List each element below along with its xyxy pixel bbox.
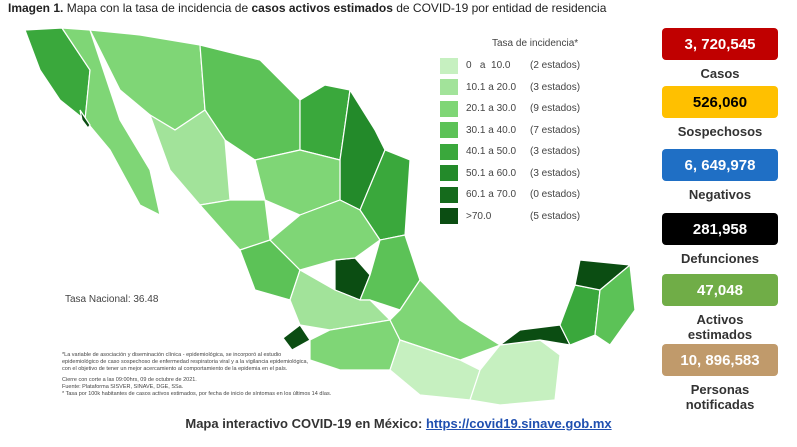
legend: Tasa de incidencia* 0 a 10.0 (2 estados) 1… [440, 38, 580, 227]
box-label: Sospechosos [650, 124, 790, 139]
legend-swatch [440, 57, 458, 74]
box-label-line: Activos [696, 312, 744, 327]
note-line: * Tasa por 100k habitantes de casos acti… [62, 391, 332, 397]
legend-count: (7 estados) [530, 124, 581, 136]
footer-link[interactable]: https://covid19.sinave.gob.mx [425, 416, 612, 431]
box-label: Activos estimados [650, 312, 790, 342]
legend-count: (2 estados) [530, 60, 581, 72]
box-label-line: Negativos [688, 187, 752, 202]
box-label: Negativos [650, 187, 790, 202]
note-line: con el objetivo de tener un mejor acerca… [62, 366, 288, 372]
box-value: 10, 896,583 [662, 344, 778, 376]
legend-range: 20.1 a 30.0 [466, 103, 517, 115]
legend-count: (3 estados) [530, 167, 581, 179]
legend-count: (3 estados) [530, 146, 581, 158]
legend-range: >70.0 [466, 210, 492, 222]
box-label-line: notificadas [685, 397, 755, 412]
legend-count: (9 estados) [530, 103, 581, 115]
legend-swatch [440, 208, 458, 225]
notes: *La variable de asociación y diseminació… [62, 352, 331, 398]
legend-title: Tasa de incidencia* [492, 38, 579, 49]
title: Imagen 1. Mapa con la tasa de incidencia… [8, 1, 606, 15]
box-label-line: estimados [687, 327, 753, 342]
legend-swatch [440, 79, 458, 96]
box-value: 3, 720,545 [662, 28, 778, 60]
box-label: Personas notificadas [650, 382, 790, 412]
legend-swatch [440, 186, 458, 203]
map: Tasa Nacional: 36.48 [24, 27, 636, 406]
legend-range: 60.1 a 70.0 [466, 189, 517, 201]
legend-range: 40.1 a 50.0 [466, 146, 517, 158]
box-label-line: Personas [690, 382, 750, 397]
box-value: 6, 649,978 [662, 149, 778, 181]
legend-row: >70.0 (5 estados) [440, 206, 580, 228]
footer: Mapa interactivo COVID-19 en México: htt… [0, 416, 797, 431]
legend-swatch [440, 122, 458, 139]
title-label: Imagen 1. [8, 1, 64, 15]
legend-range: 0 a 10.0 [466, 60, 511, 72]
box-label: Defunciones [650, 251, 790, 266]
box-value: 281,958 [662, 213, 778, 245]
title-text: de COVID-19 por entidad de residencia [396, 1, 607, 15]
box-label-line: Casos [700, 66, 740, 81]
title-text: Mapa con la tasa de incidencia de [66, 1, 249, 15]
box-value: 526,060 [662, 86, 778, 118]
box-value: 47,048 [662, 274, 778, 306]
note-line: *La variable de asociación y diseminació… [62, 352, 282, 358]
note-line: Cierre con corte a las 09:00hrs, 09 de o… [62, 377, 197, 383]
national-rate: Tasa Nacional: 36.48 [65, 294, 159, 305]
box-label-line: Sospechosos [677, 124, 763, 139]
legend-row: 50.1 a 60.0 (3 estados) [440, 163, 580, 185]
legend-row: 60.1 a 70.0 (0 estados) [440, 184, 580, 206]
legend-swatch [440, 100, 458, 117]
note-line: Fuente: Plataforma SISVER, SINAVE, DGE, … [62, 384, 184, 390]
box-label: Casos [650, 66, 790, 81]
legend-row: 30.1 a 40.0 (7 estados) [440, 120, 580, 142]
legend-range: 50.1 a 60.0 [466, 167, 517, 179]
footer-text: Mapa interactivo COVID-19 en México: [185, 416, 423, 431]
legend-count: (3 estados) [530, 81, 581, 93]
note-line: epidemiológico de caso sospechoso de enf… [62, 359, 309, 365]
legend-range: 10.1 a 20.0 [466, 81, 517, 93]
legend-swatch [440, 143, 458, 160]
legend-count: (0 estados) [530, 189, 581, 201]
legend-row: 40.1 a 50.0 (3 estados) [440, 141, 580, 163]
legend-row: 10.1 a 20.0 (3 estados) [440, 77, 580, 99]
box-label-line: Defunciones [680, 251, 759, 266]
legend-row: 0 a 10.0 (2 estados) [440, 55, 580, 77]
title-bold: casos activos estimados [251, 1, 393, 15]
legend-row: 20.1 a 30.0 (9 estados) [440, 98, 580, 120]
legend-swatch [440, 165, 458, 182]
legend-count: (5 estados) [530, 210, 581, 222]
legend-range: 30.1 a 40.0 [466, 124, 517, 136]
